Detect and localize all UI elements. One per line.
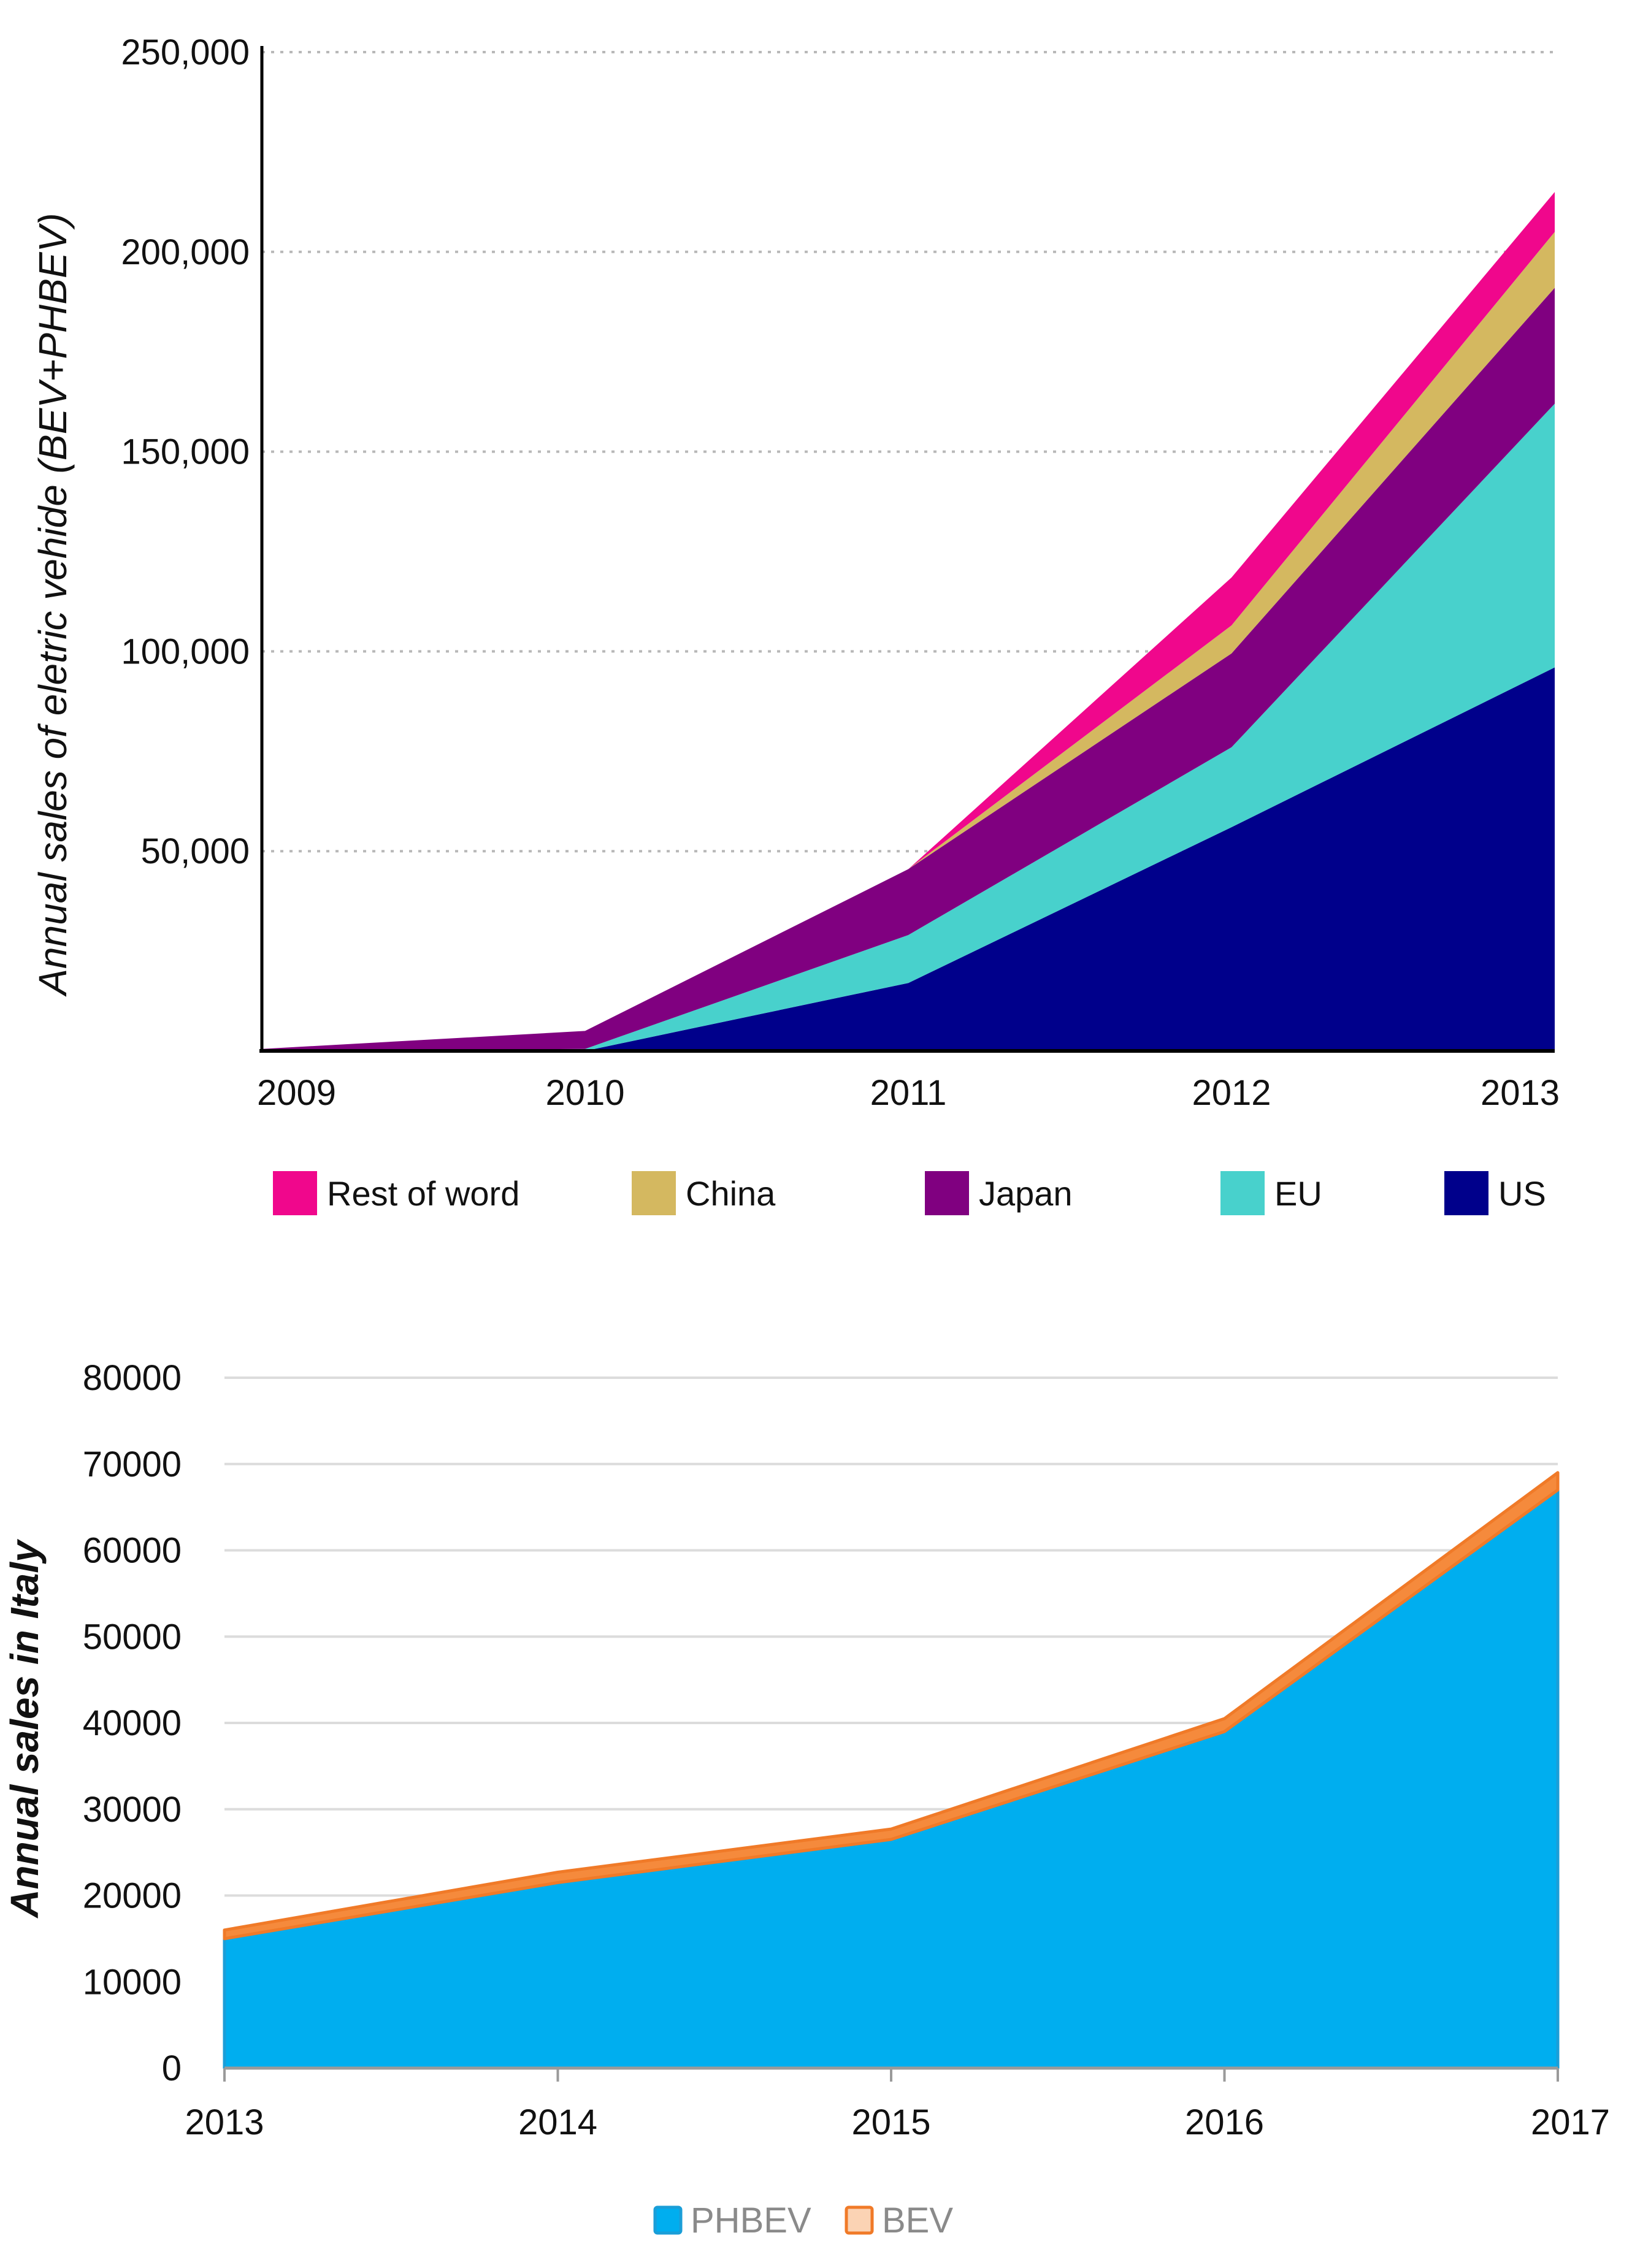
chart-1-legend-swatch: [1220, 1171, 1265, 1215]
chart-2-x-tick-label: 2016: [1185, 2102, 1264, 2142]
chart-1-y-tick-label: 250,000: [121, 32, 250, 72]
chart-1-x-ticks: 2009 2010 2011 2012 2013: [257, 1073, 1560, 1113]
chart-1-y-axis-label: Annual sales of eletric vehide (BEV+PHBE…: [31, 213, 75, 997]
chart-1-y-tick-label: 200,000: [121, 232, 250, 272]
chart-1-legend-label: EU: [1274, 1174, 1322, 1213]
chart-1-legend: Rest of word China Japan EU US: [273, 1171, 1546, 1215]
area-eu: [262, 403, 1555, 1051]
chart-2-y-tick-label: 70000: [83, 1445, 182, 1484]
chart-2-x-ticks: 2013 2014 2015 2016 2017: [185, 2102, 1610, 2142]
chart-1-legend-swatch: [632, 1171, 676, 1215]
chart-2-x-tick-label: 2014: [518, 2102, 597, 2142]
chart-1-y-tick-label: 100,000: [121, 632, 250, 671]
chart-1-legend-label: US: [1498, 1174, 1546, 1213]
chart-1-legend-swatch: [1444, 1171, 1488, 1215]
chart-2-x-tick-label: 2017: [1531, 2102, 1610, 2142]
chart-2-y-tick-label: 20000: [83, 1876, 182, 1916]
chart-2-y-axis-label: Annual sales in Italy: [2, 1538, 47, 1919]
chart-1-axes: [259, 46, 1555, 1053]
area-japan: [262, 288, 1555, 1051]
chart-2-y-tick-label: 80000: [83, 1358, 182, 1398]
area-phbev: [223, 1488, 1560, 2070]
chart-1-x-tick-label: 2011: [870, 1073, 947, 1113]
chart-2-x-tick-label: 2015: [851, 2102, 930, 2142]
chart-2-legend-item-phbev: PHBEV: [653, 2201, 811, 2240]
chart-1-x-tick-label: 2009: [257, 1073, 336, 1113]
chart-2-areas: [223, 1471, 1560, 2070]
chart-2-y-tick-label: 10000: [83, 1962, 182, 2002]
chart-2-y-tick-label: 0: [162, 2048, 182, 2088]
chart-1-y-tick-label: 50,000: [141, 831, 250, 871]
chart-2-y-tick-label: 40000: [83, 1703, 182, 1743]
chart-1-legend-item-us: US: [1444, 1171, 1546, 1215]
chart-2-legend: PHBEV BEV: [653, 2201, 953, 2240]
chart-2-x-tick-label: 2013: [185, 2102, 264, 2142]
chart-2-legend-swatch: [653, 2205, 683, 2235]
chart-1-y-ticks: 50,000 100,000 150,000 200,000 250,000: [121, 32, 250, 871]
chart-2-y-tick-label: 60000: [83, 1531, 182, 1571]
chart-1-legend-item-japan: Japan: [925, 1171, 1073, 1215]
chart-1-legend-item-rest-of-word: Rest of word: [273, 1171, 519, 1215]
chart-1-x-tick-label: 2012: [1192, 1073, 1271, 1113]
chart-1-legend-item-eu: EU: [1220, 1171, 1322, 1215]
chart-2-legend-label: BEV: [882, 2201, 953, 2240]
chart-1-legend-swatch: [273, 1171, 317, 1215]
chart-1-legend-label: Japan: [979, 1174, 1073, 1213]
chart-2-legend-label: PHBEV: [691, 2201, 811, 2240]
chart-1-areas: [262, 192, 1555, 1051]
area-bev: [223, 1471, 1560, 1941]
chart-1-x-tick-label: 2010: [545, 1073, 624, 1113]
chart-2: 0 10000 20000 30000 40000 50000 60000 70000 8000…: [2, 1358, 1610, 2240]
area-us: [262, 667, 1555, 1051]
chart-2-y-tick-label: 30000: [83, 1790, 182, 1830]
chart-1-legend-swatch: [925, 1171, 969, 1215]
chart-1-y-tick-label: 150,000: [121, 432, 250, 472]
chart-2-axes: [223, 2066, 1559, 2082]
chart-2-y-tick-label: 50000: [83, 1617, 182, 1657]
chart-1-legend-item-china: China: [632, 1171, 776, 1215]
chart-2-legend-item-bev: BEV: [845, 2201, 953, 2240]
chart-2-y-ticks: 0 10000 20000 30000 40000 50000 60000 70000 8000…: [83, 1358, 182, 2088]
chart-1-x-tick-label: 2013: [1481, 1073, 1560, 1113]
chart-2-legend-swatch: [845, 2205, 874, 2235]
chart-1-legend-label: Rest of word: [327, 1174, 519, 1213]
chart-1-legend-label: China: [686, 1174, 776, 1213]
